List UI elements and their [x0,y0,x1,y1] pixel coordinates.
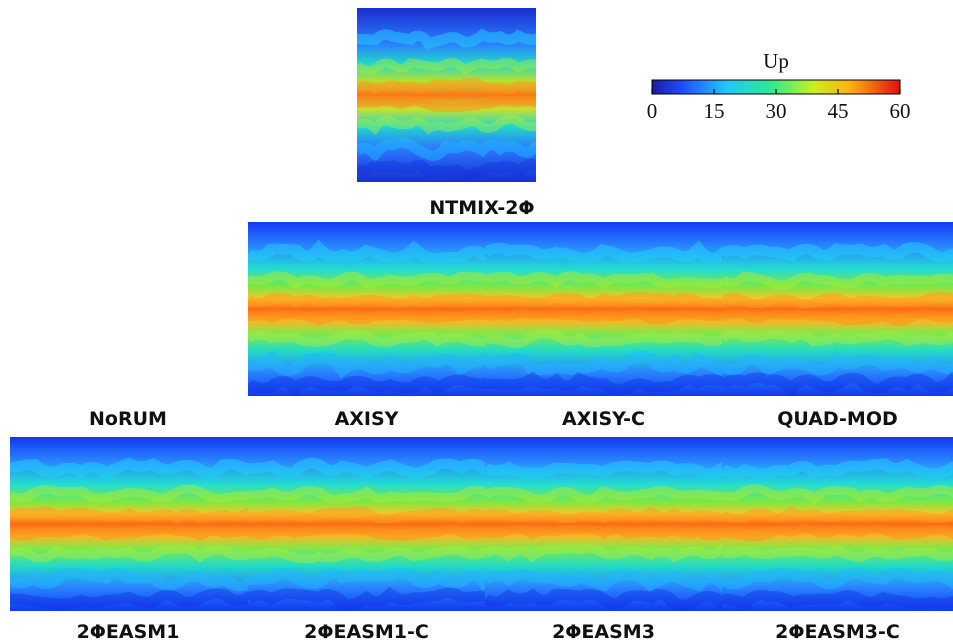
flow-field-image [722,222,953,396]
flow-field-image [248,222,485,396]
colorbar-tick-label: 45 [828,99,849,123]
panel-label: NoRUM [89,408,167,430]
panel-label: QUAD-MOD [777,408,898,430]
panel-label: AXISY-C [562,408,645,430]
panel-label: 2ΦEASM1 [77,621,180,643]
flow-field-image [485,222,722,396]
flow-field-image [722,437,953,611]
colorbar-title: Up [763,49,789,73]
panel-label: 2ΦEASM3 [552,621,655,643]
flow-field-image [10,437,248,611]
colorbar-tick-label: 0 [647,99,658,123]
colorbar-tick-label: 15 [704,99,725,123]
reference-label: NTMIX-2Φ [429,197,534,219]
flow-field-image [357,8,536,182]
flow-field-image [248,437,485,611]
panel-label: AXISY [335,408,399,430]
panel-label: 2ΦEASM1-C [304,621,429,643]
flow-field-image [485,437,722,611]
panel-label: 2ΦEASM3-C [775,621,900,643]
colorbar-tick-label: 30 [766,99,787,123]
colorbar-tick-label: 60 [890,99,911,123]
